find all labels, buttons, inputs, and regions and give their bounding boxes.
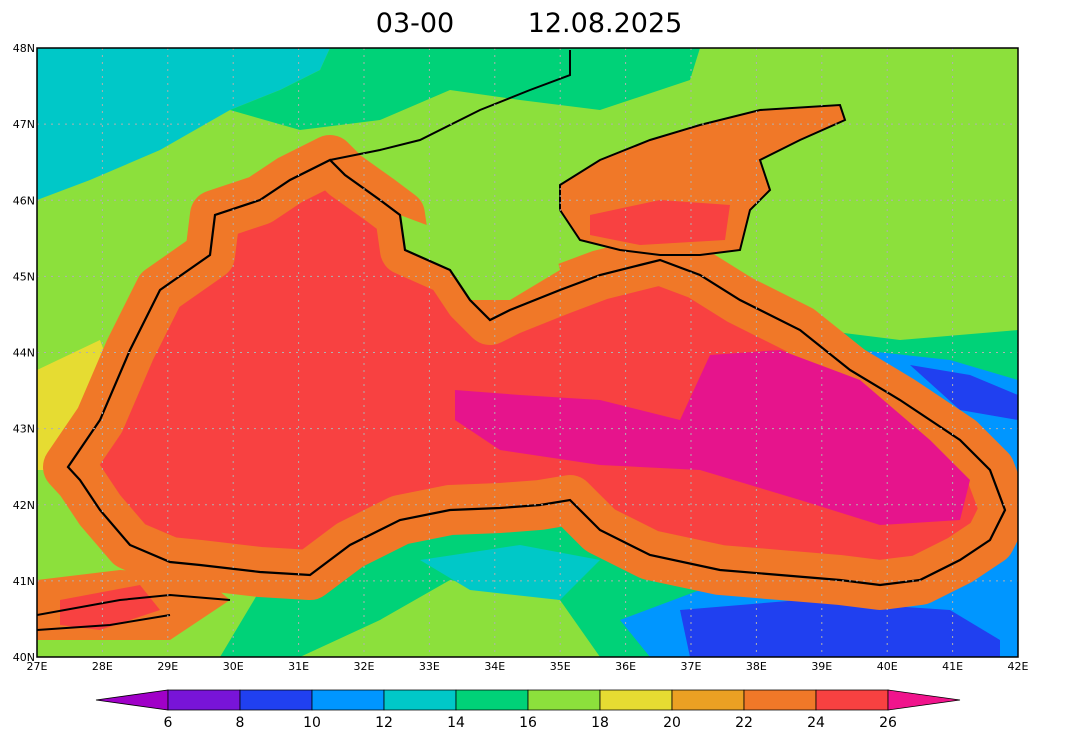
- colorbar-swatch: [815, 689, 889, 711]
- field-green-s: [220, 330, 1018, 657]
- colorbar-swatch: [671, 689, 745, 711]
- azov-warm: [590, 200, 730, 245]
- lon-label: 27E: [27, 660, 48, 673]
- lat-label: 48N: [13, 42, 35, 55]
- lon-label: 40E: [877, 660, 898, 673]
- field-cool-nw: [37, 48, 330, 200]
- colorbar-swatch: [887, 689, 961, 711]
- field-deep-blue: [680, 365, 1018, 657]
- lat-label: 44N: [13, 347, 35, 360]
- colorbar-swatch: [527, 689, 601, 711]
- coastline-azov: [37, 50, 847, 631]
- sea: [37, 50, 1018, 631]
- lat-label: 40N: [13, 651, 35, 664]
- lon-label: 33E: [419, 660, 440, 673]
- lat-label: 46N: [13, 194, 35, 207]
- colorbar-label: 6: [164, 715, 173, 731]
- colorbar-label: 14: [447, 715, 465, 731]
- colorbar-swatch: [167, 689, 241, 711]
- lon-label: 30E: [223, 660, 244, 673]
- lon-label: 28E: [92, 660, 113, 673]
- colorbar-swatch: [311, 689, 385, 711]
- colorbar-label: 8: [236, 715, 245, 731]
- colorbar-swatch: [599, 689, 673, 711]
- sea-hot: [455, 350, 970, 525]
- colorbar-swatch: [383, 689, 457, 711]
- coastline: [66, 158, 1007, 587]
- colorbar-label: 16: [519, 715, 537, 731]
- lon-label: 31E: [288, 660, 309, 673]
- lat-label: 47N: [13, 118, 35, 131]
- lon-label: 29E: [157, 660, 178, 673]
- colorbar-label: 10: [303, 715, 321, 731]
- lon-label: 39E: [811, 660, 832, 673]
- colorbar-label: 12: [375, 715, 393, 731]
- title-time: 03-00: [376, 8, 454, 39]
- colorbar-swatch: [743, 689, 817, 711]
- lat-label: 42N: [13, 499, 35, 512]
- lon-label: 34E: [484, 660, 505, 673]
- colorbar-swatch: [239, 689, 313, 711]
- lon-label: 42E: [1008, 660, 1029, 673]
- field-green-n: [230, 48, 700, 130]
- map-frame: [36, 47, 1019, 658]
- lon-label: 38E: [746, 660, 767, 673]
- lon-label: 32E: [354, 660, 375, 673]
- lon-label: 41E: [942, 660, 963, 673]
- colorbar-label: 26: [879, 715, 897, 731]
- colorbar-label: 24: [807, 715, 825, 731]
- lat-label: 41N: [13, 575, 35, 588]
- colorbar-label: 22: [735, 715, 753, 731]
- lon-label: 36E: [615, 660, 636, 673]
- colorbar: 6 8 10 12 14 16 18 20 22 24 26: [95, 689, 961, 731]
- lat-label: 43N: [13, 423, 35, 436]
- colorbar-label: 18: [591, 715, 609, 731]
- lat-label: 45N: [13, 270, 35, 283]
- title-date: 12.08.2025: [528, 8, 683, 39]
- colorbar-swatch: [455, 689, 529, 711]
- field-red-sw: [60, 585, 160, 630]
- lon-label: 37E: [681, 660, 702, 673]
- crimea: [400, 215, 560, 300]
- field-cyan-s: [420, 545, 600, 600]
- colorbar-label: 20: [663, 715, 681, 731]
- lon-label: 35E: [550, 660, 571, 673]
